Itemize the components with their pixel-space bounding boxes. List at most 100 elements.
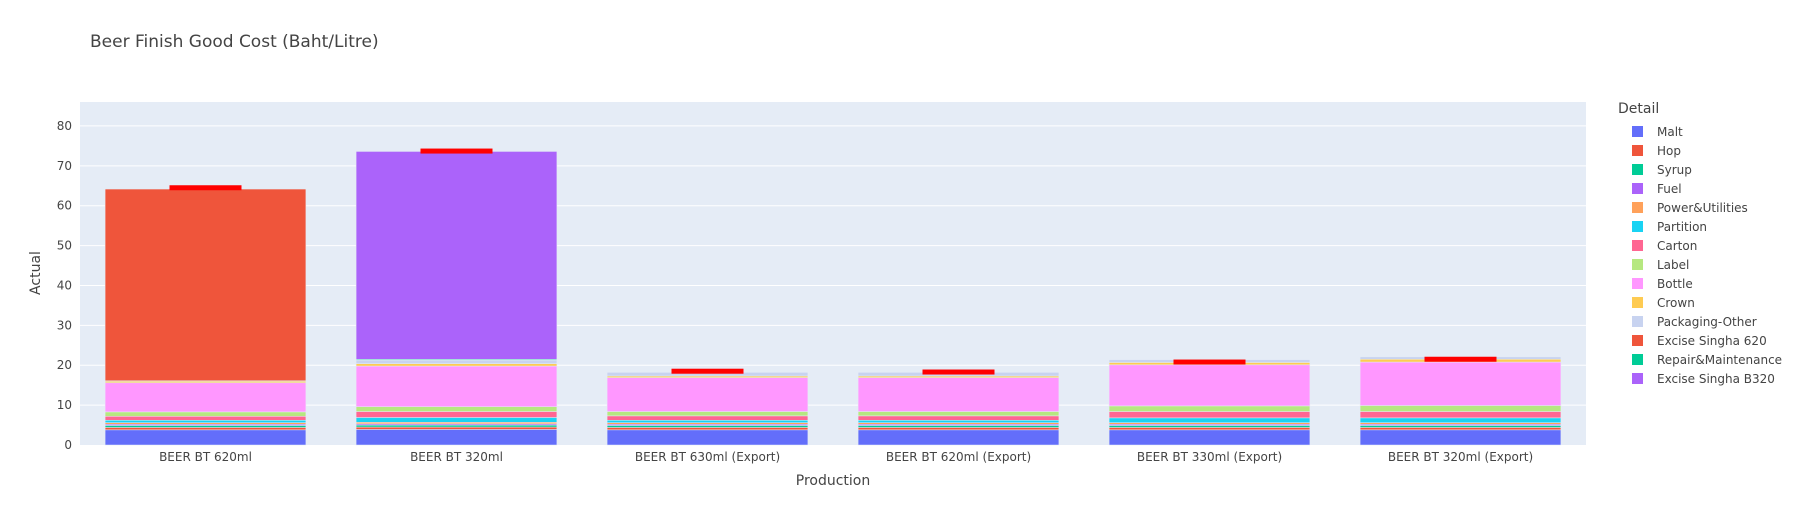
x-tick-label: BEER BT 330ml (Export) (1137, 450, 1282, 464)
legend-swatch[interactable] (1632, 316, 1643, 327)
gridlines (80, 125, 1586, 406)
legend-label[interactable]: Power&Utilities (1657, 201, 1748, 215)
bar-segment-bottle[interactable] (355, 365, 558, 407)
legend-label[interactable]: Excise Singha 620 (1657, 334, 1767, 348)
y-tick-label: 60 (57, 199, 72, 213)
bar-segment-hop[interactable] (606, 427, 809, 431)
bar-segment-packaging-other[interactable] (355, 359, 558, 364)
legend-label[interactable]: Carton (1657, 239, 1697, 253)
legend-swatch[interactable] (1632, 354, 1643, 365)
legend: Detail Malt Hop Syrup Fuel Power&Utilities Par… (1618, 101, 1782, 386)
bar-segment-carton[interactable] (355, 411, 558, 418)
bar-segment-hop[interactable] (355, 426, 558, 430)
legend-swatch[interactable] (1632, 164, 1643, 175)
target-marker[interactable] (922, 369, 995, 375)
legend-label[interactable]: Repair&Maintenance (1657, 353, 1782, 367)
y-tick-label: 20 (57, 358, 72, 372)
bar-segment-syrup[interactable] (857, 425, 1060, 428)
bar-segment-bottle[interactable] (1108, 364, 1311, 407)
bar-segment-syrup[interactable] (104, 425, 307, 428)
legend-swatch[interactable] (1632, 221, 1643, 232)
legend-swatch[interactable] (1632, 126, 1643, 137)
bar-segment-carton[interactable] (606, 415, 809, 421)
bar-segment-malt[interactable] (1108, 429, 1311, 446)
bar-segment-malt[interactable] (606, 429, 809, 446)
bar-segment-partition[interactable] (1359, 417, 1562, 423)
legend-swatch[interactable] (1632, 259, 1643, 270)
bar-segment-malt[interactable] (104, 429, 307, 446)
x-tick-label: BEER BT 320ml (410, 450, 503, 464)
legend-label[interactable]: Bottle (1657, 277, 1693, 291)
bar-segment-carton[interactable] (1108, 411, 1311, 419)
bar-segment-syrup[interactable] (1359, 425, 1562, 428)
bar-segment-label[interactable] (355, 406, 558, 412)
y-axis-label: Actual (28, 251, 44, 295)
bar-segment-bottle[interactable] (857, 377, 1060, 412)
legend-label[interactable]: Packaging-Other (1657, 315, 1757, 329)
y-tick-label: 0 (64, 438, 72, 452)
bar-segment-malt[interactable] (355, 429, 558, 446)
legend-swatch[interactable] (1632, 145, 1643, 156)
target-marker[interactable] (1173, 359, 1246, 365)
bar-segment-excise-singha-b320[interactable] (355, 151, 558, 360)
chart-title: Beer Finish Good Cost (Baht/Litre) (90, 32, 379, 52)
target-marker[interactable] (169, 185, 242, 191)
legend-swatch[interactable] (1632, 278, 1643, 289)
bar-segment-label[interactable] (857, 411, 1060, 417)
legend-label[interactable]: Malt (1657, 125, 1683, 139)
bar-segment-label[interactable] (606, 411, 809, 417)
target-marker[interactable] (671, 368, 744, 374)
legend-swatch[interactable] (1632, 297, 1643, 308)
y-tick-label: 30 (57, 318, 72, 332)
bar-segment-carton[interactable] (104, 416, 307, 421)
legend-label[interactable]: Partition (1657, 220, 1707, 234)
bar-segment-malt[interactable] (857, 429, 1060, 446)
legend-label[interactable]: Syrup (1657, 163, 1692, 177)
legend-swatch[interactable] (1632, 240, 1643, 251)
bar-segment-carton[interactable] (1359, 411, 1562, 419)
target-marker[interactable] (1424, 356, 1497, 362)
legend-swatch[interactable] (1632, 202, 1643, 213)
bar-segment-hop[interactable] (1359, 427, 1562, 431)
bar-segment-partition[interactable] (606, 420, 809, 423)
legend-label[interactable]: Excise Singha B320 (1657, 372, 1775, 386)
bar-segment-bottle[interactable] (1359, 361, 1562, 406)
x-tick-label: BEER BT 320ml (Export) (1388, 450, 1533, 464)
bar-segment-hop[interactable] (104, 427, 307, 431)
legend-swatch[interactable] (1632, 373, 1643, 384)
bar-segment-bottle[interactable] (606, 377, 809, 412)
bar-segment-hop[interactable] (857, 427, 1060, 431)
legend-swatch[interactable] (1632, 183, 1643, 194)
target-markers (169, 148, 1497, 375)
x-tick-label: BEER BT 620ml (Export) (886, 450, 1031, 464)
bars (104, 151, 1562, 446)
legend-label[interactable]: Hop (1657, 144, 1681, 158)
bar-segment-syrup[interactable] (355, 424, 558, 428)
target-marker[interactable] (420, 148, 493, 154)
bar-segment-partition[interactable] (857, 420, 1060, 423)
y-tick-label: 40 (57, 278, 72, 292)
bar-segment-crown[interactable] (355, 363, 558, 367)
y-tick-label: 10 (57, 398, 72, 412)
bar-segment-syrup[interactable] (606, 425, 809, 428)
legend-label[interactable]: Crown (1657, 296, 1695, 310)
bar-segment-hop[interactable] (1108, 427, 1311, 431)
y-tick-labels: 0 10 20 30 40 50 60 70 80 (57, 119, 72, 452)
bar-segment-partition[interactable] (104, 420, 307, 423)
bar-segment-excise-singha-620[interactable] (104, 188, 307, 382)
bar-segment-label[interactable] (1359, 405, 1562, 412)
y-tick-label: 50 (57, 239, 72, 253)
legend-label[interactable]: Fuel (1657, 182, 1682, 196)
y-tick-label: 70 (57, 159, 72, 173)
bar-segment-label[interactable] (104, 411, 307, 417)
legend-label[interactable]: Label (1657, 258, 1689, 272)
bar-segment-carton[interactable] (857, 415, 1060, 421)
bar-segment-malt[interactable] (1359, 429, 1562, 446)
bar-segment-label[interactable] (1108, 405, 1311, 412)
bar-segment-partition[interactable] (1108, 417, 1311, 423)
legend-swatch[interactable] (1632, 335, 1643, 346)
bar-segment-bottle[interactable] (104, 382, 307, 413)
bar-segment-syrup[interactable] (1108, 425, 1311, 428)
x-tick-label: BEER BT 620ml (159, 450, 252, 464)
bar-segment-partition[interactable] (355, 417, 558, 423)
